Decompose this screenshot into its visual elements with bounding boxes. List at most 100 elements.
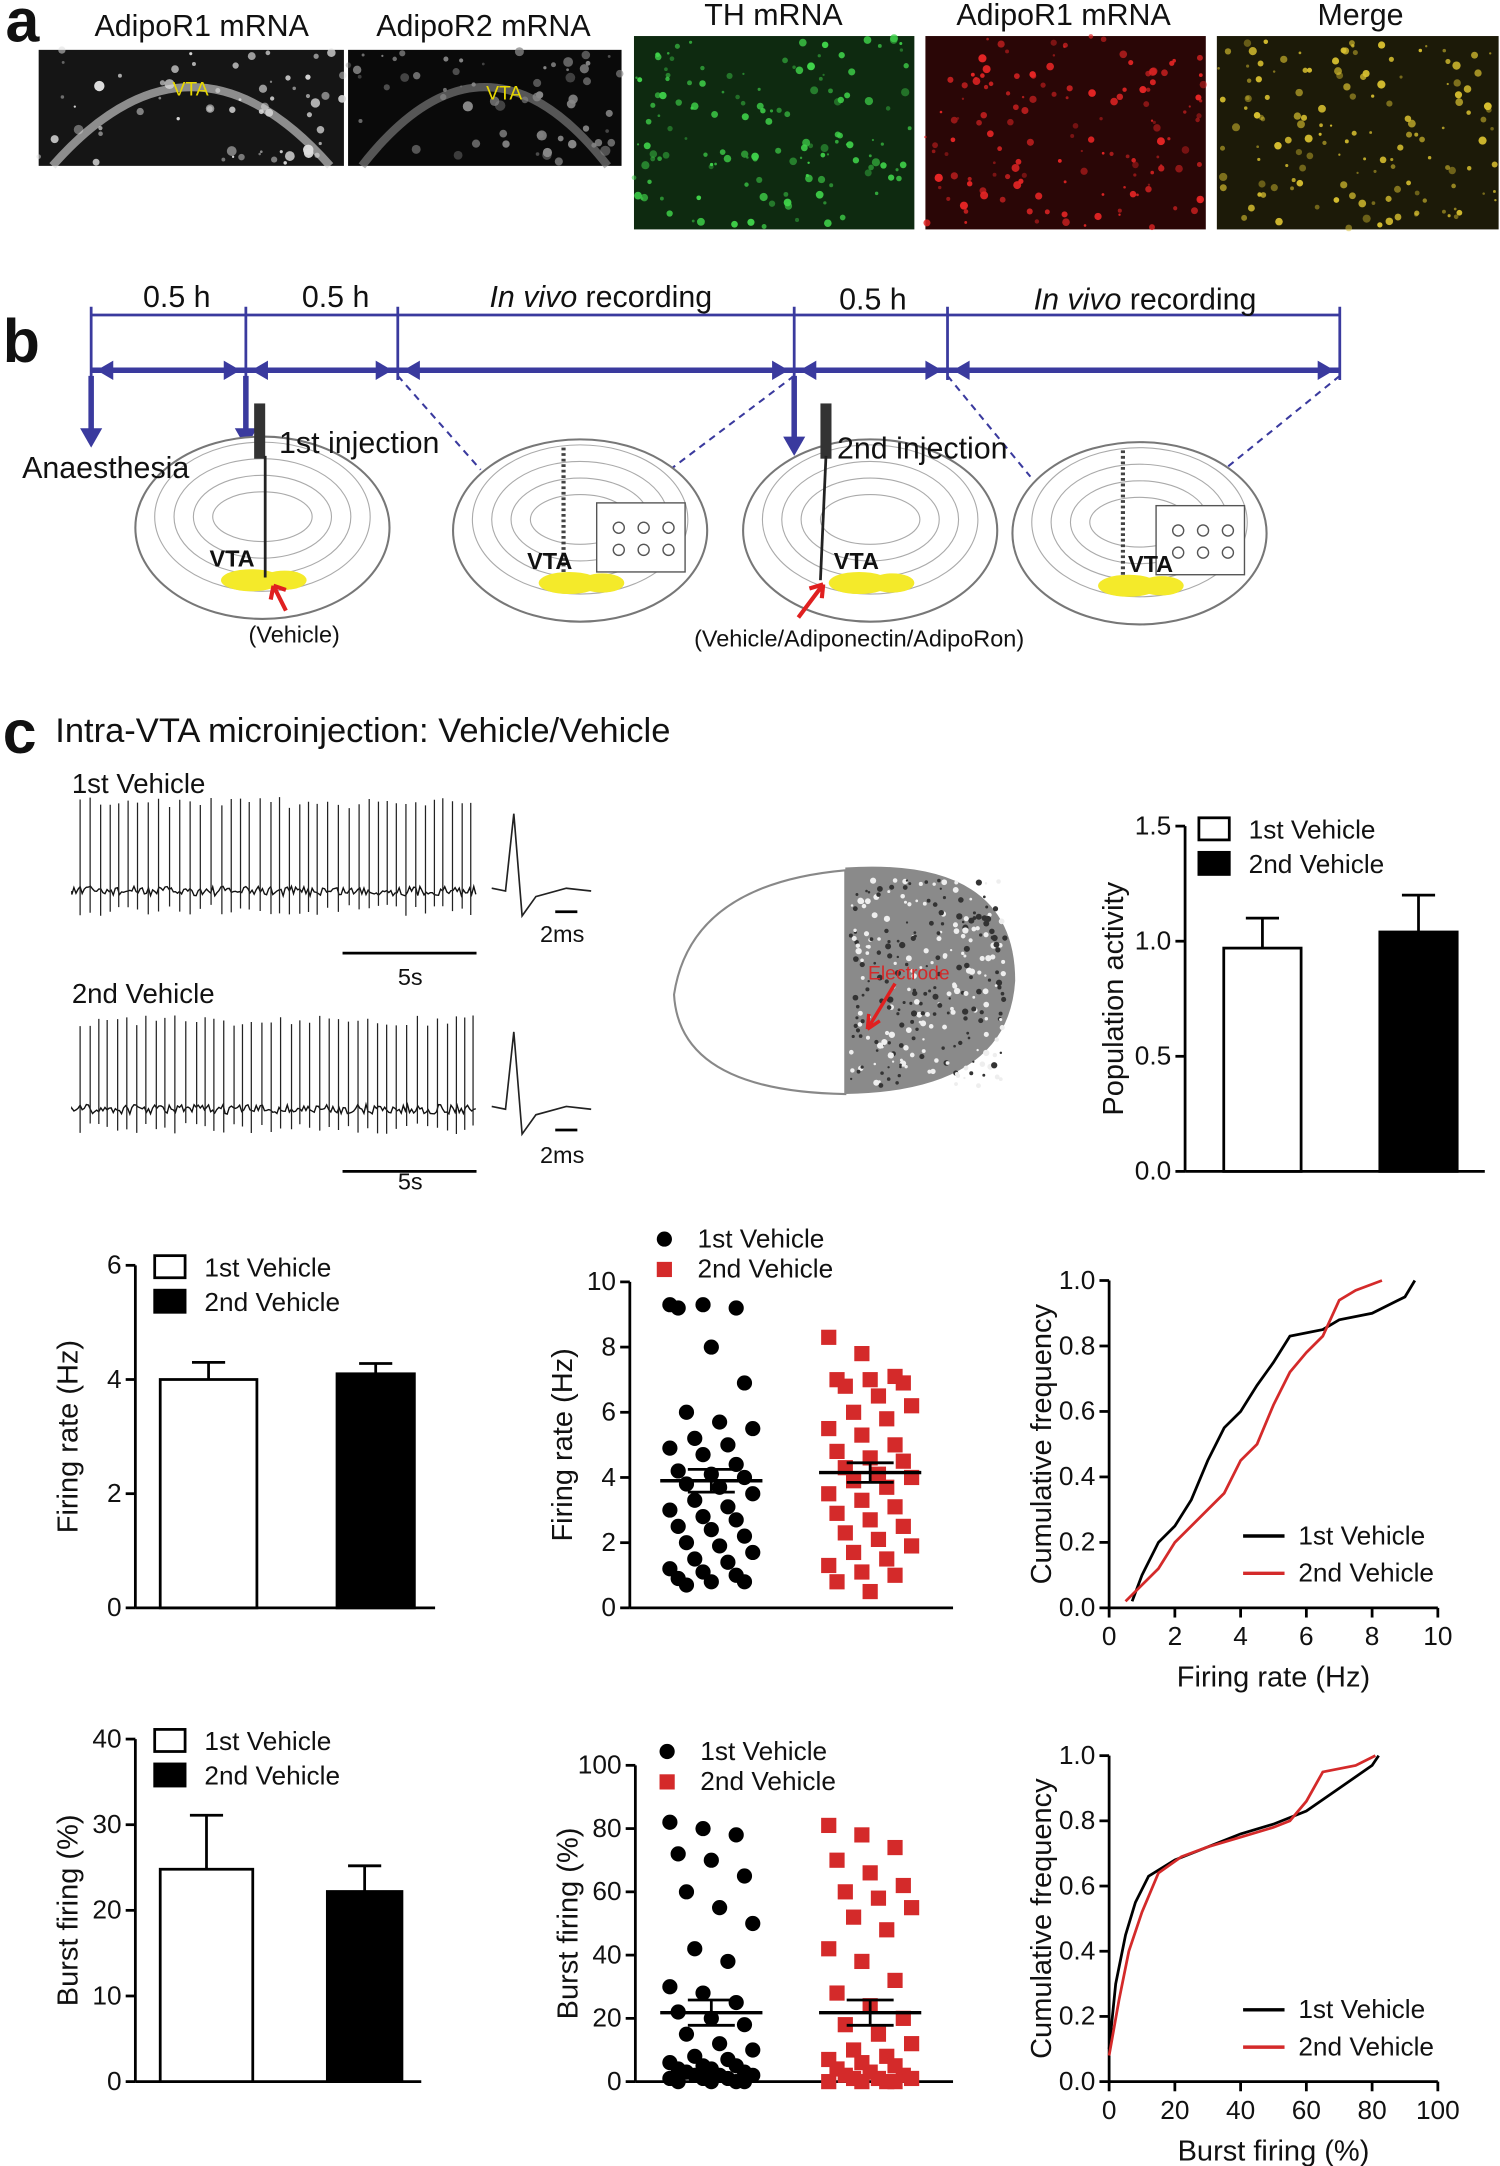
speckle bbox=[1373, 169, 1377, 173]
speckle bbox=[899, 161, 907, 169]
speckle bbox=[306, 112, 312, 118]
point bbox=[703, 2074, 719, 2090]
speckle bbox=[566, 99, 576, 109]
brain-section bbox=[742, 438, 999, 623]
speckle bbox=[888, 1031, 896, 1038]
speckle bbox=[1448, 166, 1456, 175]
y-tick-label: 6 bbox=[601, 1397, 616, 1427]
speckle bbox=[971, 1006, 977, 1012]
speckle bbox=[1116, 93, 1124, 101]
speckle bbox=[979, 1010, 984, 1015]
site bbox=[612, 521, 625, 534]
speckle bbox=[641, 161, 650, 170]
region-label: VTA bbox=[527, 548, 572, 574]
speckle bbox=[1295, 88, 1303, 97]
point bbox=[821, 1329, 837, 1345]
x-tick-label: 100 bbox=[1416, 2095, 1460, 2125]
speckle bbox=[229, 106, 236, 113]
event-label: 1st injection bbox=[279, 426, 439, 460]
speckle bbox=[1035, 192, 1043, 200]
point bbox=[687, 1492, 703, 1508]
speckle bbox=[321, 91, 330, 100]
speckle bbox=[1300, 114, 1308, 121]
speckle bbox=[990, 954, 996, 960]
guide bbox=[946, 375, 1032, 478]
point bbox=[687, 1551, 703, 1567]
event-label: Anaesthesia bbox=[22, 451, 189, 485]
speckle bbox=[1088, 89, 1096, 97]
speckle bbox=[675, 99, 682, 106]
speckle bbox=[1219, 172, 1228, 182]
speckle bbox=[999, 1017, 1003, 1022]
speckle bbox=[869, 937, 874, 941]
speckle bbox=[1483, 102, 1492, 111]
speckle bbox=[998, 1011, 1003, 1016]
speckle bbox=[696, 195, 702, 201]
point bbox=[695, 1820, 711, 1837]
y-tick-label: 80 bbox=[592, 1813, 621, 1843]
point bbox=[904, 1398, 920, 1414]
speckle bbox=[1447, 214, 1451, 218]
speckle bbox=[923, 991, 928, 996]
speckle bbox=[61, 60, 65, 64]
speckle bbox=[536, 131, 544, 139]
speckle bbox=[928, 920, 934, 926]
speckle bbox=[1000, 971, 1006, 977]
speckle bbox=[963, 1016, 968, 1021]
speckle bbox=[1342, 47, 1350, 55]
speckle bbox=[1088, 34, 1094, 39]
speckle bbox=[923, 948, 929, 954]
point bbox=[879, 1551, 895, 1567]
speckle bbox=[899, 941, 906, 949]
point bbox=[728, 1300, 744, 1316]
point bbox=[895, 1877, 911, 1894]
speckle bbox=[939, 887, 942, 890]
speckle bbox=[886, 1005, 892, 1010]
speckle bbox=[963, 916, 969, 922]
region-label: VTA bbox=[1128, 551, 1173, 577]
speckle bbox=[963, 1065, 969, 1071]
speckle bbox=[615, 69, 624, 78]
point bbox=[854, 1492, 870, 1508]
speckle bbox=[941, 879, 948, 886]
speckle bbox=[1021, 95, 1025, 99]
speckle bbox=[1406, 180, 1412, 186]
speckle bbox=[994, 1037, 999, 1042]
y-tick-label: 6 bbox=[107, 1250, 122, 1280]
speckle bbox=[1258, 114, 1264, 121]
point bbox=[695, 1297, 711, 1313]
speckle bbox=[946, 991, 952, 997]
speckle bbox=[854, 939, 859, 945]
speckle bbox=[970, 72, 975, 77]
speckle bbox=[327, 48, 336, 58]
speckle bbox=[650, 156, 656, 162]
speckle bbox=[994, 1074, 1000, 1080]
point bbox=[712, 1900, 728, 1916]
speckle bbox=[895, 1081, 899, 1085]
speckle bbox=[1001, 996, 1007, 1002]
inset bbox=[595, 502, 686, 573]
speckle bbox=[885, 106, 891, 111]
speckle bbox=[1040, 82, 1046, 88]
speckle bbox=[765, 118, 773, 125]
speckle bbox=[858, 1034, 863, 1038]
legend-marker bbox=[656, 1231, 672, 1247]
speckle bbox=[1087, 136, 1095, 143]
point bbox=[662, 1440, 678, 1456]
text: recording bbox=[586, 280, 713, 314]
speckle bbox=[637, 77, 643, 83]
speckle bbox=[1255, 76, 1262, 83]
speckle bbox=[896, 955, 900, 959]
point bbox=[887, 1499, 903, 1515]
speckle bbox=[903, 63, 909, 69]
speckle bbox=[411, 144, 421, 154]
speckle bbox=[1219, 145, 1226, 151]
speckle bbox=[258, 84, 268, 93]
speckle bbox=[855, 1028, 861, 1033]
speckle bbox=[783, 191, 789, 197]
point bbox=[862, 1512, 878, 1528]
arrowhead bbox=[96, 360, 241, 380]
speckle bbox=[889, 36, 898, 44]
speckle bbox=[919, 1001, 923, 1006]
cdf-line bbox=[1107, 1754, 1377, 2056]
